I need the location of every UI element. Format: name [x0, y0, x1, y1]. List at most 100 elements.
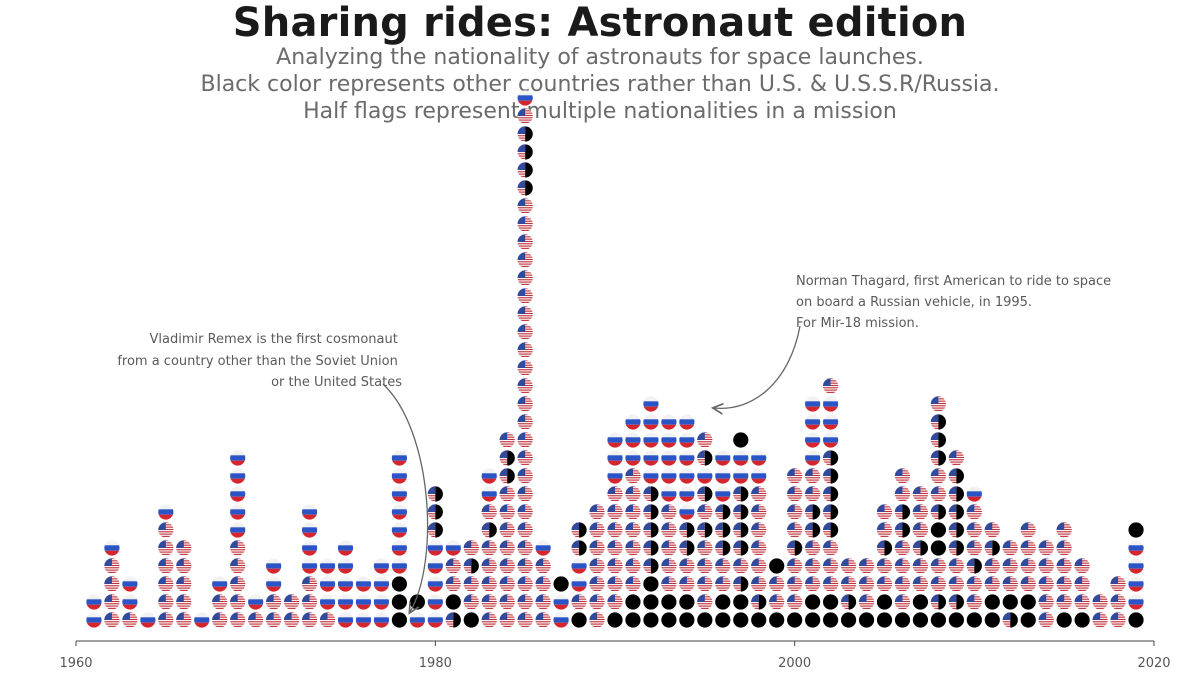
annotation-remek-line-1: Vladimir Remex is the first cosmonaut [150, 332, 398, 347]
usa-flag-dot [787, 522, 803, 538]
usa-flag-dot [751, 486, 767, 502]
usa-flag-dot [894, 468, 911, 484]
russia-flag-dot [230, 486, 246, 502]
usa-flag-dot [517, 342, 533, 358]
usa-flag-dot [517, 288, 533, 304]
russia-flag-dot [535, 540, 551, 556]
russia-flag-dot [553, 594, 569, 610]
usa-flag-dot [625, 576, 641, 592]
half-flag-dot [822, 468, 839, 484]
usa-flag-dot [607, 558, 623, 574]
usa-flag-dot [517, 378, 533, 394]
usa-flag-dot [104, 612, 120, 628]
usa-flag-dot [805, 468, 821, 484]
usa-flag-dot [517, 450, 533, 466]
russia-flag-dot [571, 576, 587, 592]
usa-flag-dot [894, 594, 911, 610]
usa-flag-dot [787, 468, 803, 484]
russia-flag-dot [337, 576, 354, 592]
x-tick-label: 2020 [1137, 656, 1170, 671]
half-flag-dot [876, 540, 893, 556]
russia-flag-dot [427, 594, 443, 610]
other-country-dot [823, 594, 839, 610]
russia-flag-dot [661, 414, 677, 430]
usa-flag-dot [661, 522, 677, 538]
russia-flag-dot [715, 450, 731, 466]
other-country-dot [930, 612, 946, 628]
usa-flag-dot [1056, 558, 1072, 574]
usa-flag-dot [948, 576, 964, 592]
usa-flag-dot [625, 558, 641, 574]
usa-flag-dot [858, 576, 875, 592]
half-flag-dot [499, 468, 515, 484]
russia-flag-dot [373, 594, 390, 610]
russia-flag-dot [230, 504, 246, 520]
half-flag-dot [715, 504, 731, 520]
usa-flag-dot [840, 576, 857, 592]
other-country-dot [805, 612, 821, 628]
other-country-dot [733, 432, 749, 448]
chart-subtitle-line-3: Half flags represent multiple nationalit… [303, 99, 897, 124]
other-country-dot [463, 612, 479, 628]
other-country-dot [733, 612, 749, 628]
usa-flag-dot [589, 558, 605, 574]
usa-flag-dot [715, 576, 731, 592]
russia-flag-dot [319, 576, 336, 592]
russia-flag-dot [86, 594, 102, 610]
usa-flag-dot [930, 576, 947, 592]
russia-flag-dot [337, 612, 354, 628]
usa-flag-dot [715, 558, 731, 574]
usa-flag-dot [1056, 522, 1072, 538]
annotation-thagard-line-2: on board a Russian vehicle, in 1995. [796, 295, 1032, 310]
half-flag-dot [571, 540, 587, 556]
usa-flag-dot [1038, 594, 1054, 610]
russia-flag-dot [517, 90, 533, 106]
russia-flag-dot [679, 432, 695, 448]
usa-flag-dot [912, 504, 929, 520]
half-flag-dot [697, 522, 713, 538]
usa-flag-dot [697, 504, 713, 520]
russia-flag-dot [607, 450, 623, 466]
usa-flag-dot [625, 468, 641, 484]
usa-flag-dot [230, 594, 246, 610]
usa-flag-dot [697, 576, 713, 592]
half-flag-dot [715, 522, 731, 538]
other-country-dot [391, 612, 407, 628]
other-country-dot [823, 612, 839, 628]
usa-flag-dot [517, 558, 533, 574]
russia-flag-dot [337, 540, 354, 556]
usa-flag-dot [625, 486, 641, 502]
usa-flag-dot [751, 522, 767, 538]
usa-flag-dot [751, 558, 767, 574]
usa-flag-dot [517, 360, 533, 376]
half-flag-dot [427, 522, 443, 538]
other-country-dot [715, 594, 731, 610]
usa-flag-dot [966, 576, 982, 592]
half-flag-dot [643, 558, 659, 574]
usa-flag-dot [499, 612, 515, 628]
russia-flag-dot [733, 450, 749, 466]
half-flag-dot [930, 594, 946, 610]
russia-flag-dot [427, 576, 443, 592]
usa-flag-dot [284, 594, 300, 610]
russia-flag-dot [661, 486, 677, 502]
russia-flag-dot [715, 486, 731, 502]
usa-flag-dot [787, 558, 803, 574]
usa-flag-dot [1092, 594, 1108, 610]
usa-flag-dot [445, 558, 461, 574]
usa-flag-dot [212, 612, 228, 628]
x-tick-label: 1960 [59, 656, 92, 671]
other-country-dot [805, 594, 821, 610]
half-flag-dot [966, 558, 982, 574]
usa-flag-dot [1038, 576, 1054, 592]
usa-flag-dot [517, 216, 533, 232]
russia-flag-dot [122, 594, 138, 610]
half-flag-dot [643, 540, 659, 556]
russia-flag-dot [266, 576, 282, 592]
other-country-dot [1128, 612, 1144, 628]
half-flag-dot [822, 504, 839, 520]
usa-flag-dot [625, 540, 641, 556]
other-country-dot [751, 612, 767, 628]
usa-flag-dot [589, 594, 605, 610]
annotation-remek-line-3: or the United States [271, 375, 402, 390]
